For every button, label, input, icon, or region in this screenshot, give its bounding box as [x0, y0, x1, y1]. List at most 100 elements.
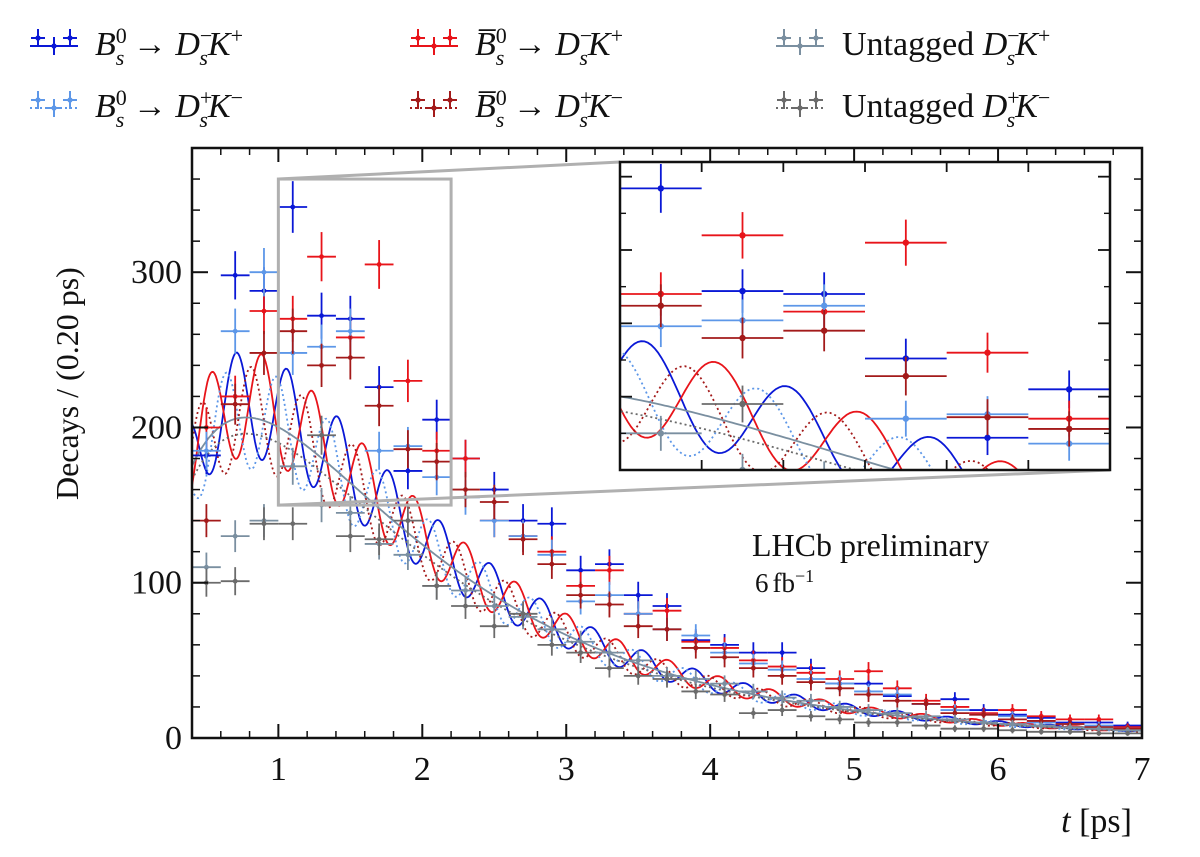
inset-data-point-bsbar_dpkm [783, 310, 865, 352]
inset-data-point-bsbar_dpkm [1028, 411, 1110, 447]
marker [952, 726, 958, 732]
marker [1096, 730, 1102, 736]
marker [820, 327, 828, 334]
marker [261, 269, 267, 275]
marker [739, 232, 746, 239]
data-point-untag_dpkm [537, 634, 567, 656]
data-point-untag_dpkm [738, 707, 768, 719]
legend-entry-untagged-dpkm: Untagged D+ sK− [776, 85, 1050, 132]
marker [866, 720, 871, 725]
inset-data-point-bsbar_dpkm [865, 356, 947, 396]
data-point-untag_dpkm [882, 718, 912, 727]
marker [413, 420, 419, 426]
legend-dot [67, 35, 73, 41]
data-point-untag_dpkm [508, 601, 538, 627]
inset-data-point-bsbar_dmkp [457, 348, 539, 387]
marker [894, 710, 900, 716]
marker [494, 539, 500, 545]
marker [607, 602, 612, 607]
inset-data-point-untag_dpkm [538, 472, 620, 503]
marker [232, 272, 238, 278]
inset-data-point-untag_dmkp [823, 461, 826, 470]
data-point-untag_dmkp [1026, 721, 1056, 730]
data-point-untag_dmkp [767, 690, 797, 705]
data-point-bsbar_dpkm [220, 383, 250, 425]
inset-data-point-bsbar_dmkp [1110, 408, 1192, 443]
marker [491, 518, 497, 524]
data-point-untag_dpkm [566, 642, 596, 663]
marker [463, 603, 468, 609]
data-point-bsbar_dpkm [796, 673, 826, 691]
data-point-untag_dmkp [796, 693, 826, 708]
legend-dot [797, 43, 803, 49]
marker [434, 417, 440, 423]
inset-data-point-bs_dmkp [457, 230, 539, 276]
data-point-untag_dmkp [623, 650, 653, 671]
marker [203, 518, 209, 524]
legend-dot [813, 97, 819, 103]
data-point-untag_dpkm [422, 572, 452, 600]
legend-dot [781, 97, 787, 103]
marker [657, 302, 665, 309]
data-point-untag_dmkp [393, 539, 423, 570]
marker [750, 665, 756, 671]
marker [290, 521, 296, 527]
marker [902, 372, 910, 380]
data-point-bs_dpkm [220, 308, 250, 354]
data-point-untag_dpkm [911, 721, 941, 730]
marker [376, 262, 382, 267]
marker [894, 720, 900, 725]
data-point-bs_dpkm [364, 431, 394, 470]
marker [984, 434, 991, 441]
marker [1010, 716, 1015, 722]
marker [664, 608, 670, 614]
inset-data-point-bs_dmkp [1192, 439, 1200, 472]
data-point-untag_dpkm [940, 725, 970, 733]
data-point-untag_dmkp [940, 714, 970, 725]
marker [405, 552, 411, 558]
marker [549, 521, 555, 527]
data-point-untag_dpkm [307, 415, 336, 455]
marker [413, 415, 419, 421]
marker [750, 710, 756, 716]
marker [664, 626, 670, 632]
marker [821, 496, 827, 502]
data-point-bsbar_dpkm [393, 430, 423, 469]
marker [1148, 452, 1154, 458]
inset-data-point-bsbar_dpkm [538, 305, 620, 347]
marker [837, 704, 843, 710]
annotation-line2: 6 fb−1 [755, 566, 814, 598]
data-point-bsbar_dmkp [393, 359, 423, 403]
marker [1038, 729, 1044, 735]
marker [1148, 459, 1154, 465]
data-point-bsbar_dpkm [652, 617, 682, 642]
marker [894, 698, 900, 704]
marker [779, 707, 785, 713]
marker [405, 378, 411, 384]
marker [494, 371, 500, 377]
marker [664, 676, 670, 682]
marker [376, 536, 382, 542]
data-point-bsbar_dmkp [1055, 714, 1085, 725]
marker [635, 673, 641, 679]
data-point-untag_dmkp [882, 707, 912, 719]
marker [902, 239, 910, 246]
untagged-word: Untagged [842, 88, 974, 125]
marker [232, 401, 238, 407]
zoom-box [276, 177, 453, 507]
inset-data-point-untag_dpkm [1192, 573, 1200, 595]
inset-data-point-untag_dmkp [1028, 533, 1110, 559]
data-point-untag_dmkp [220, 520, 250, 553]
marker [1065, 425, 1073, 433]
legend-dot [415, 35, 421, 41]
data-point-bsbar_dmkp [854, 662, 883, 681]
marker [722, 692, 727, 697]
marker [808, 698, 814, 704]
inset-data-point-bsbar_dmkp [1192, 469, 1200, 500]
marker [693, 676, 699, 682]
data-point-bsbar_dpkm [364, 385, 394, 427]
data-point-bsbar_dpkm [623, 614, 653, 639]
data-point-untag_dpkm [451, 593, 480, 619]
legend-entry-untagged-dmkp: Untagged D− sK+ [776, 23, 1050, 70]
